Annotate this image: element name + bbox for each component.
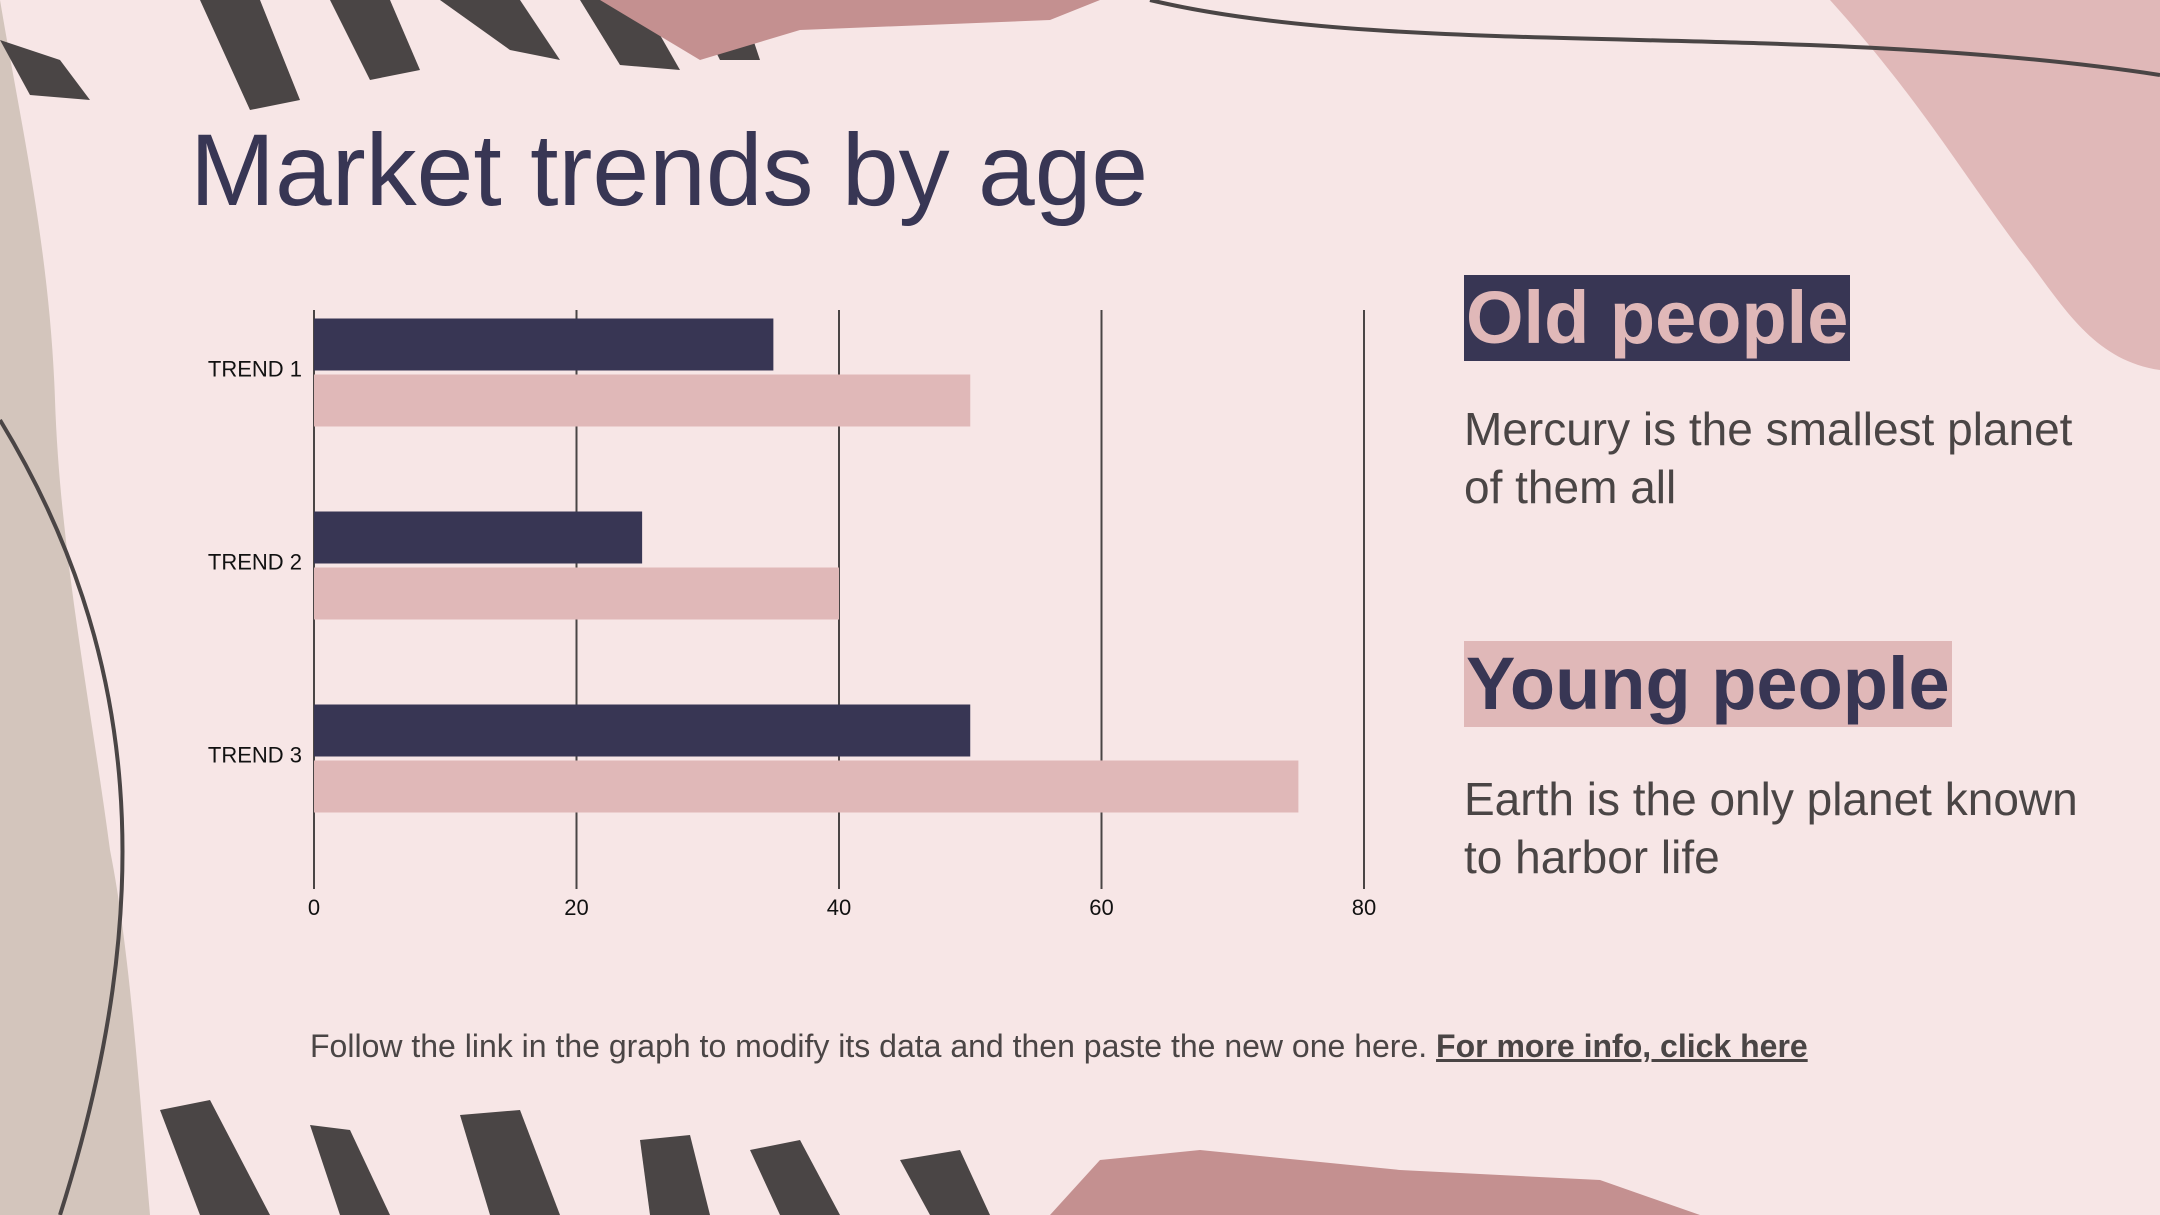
decor-stripes-bottom: [160, 1100, 990, 1215]
decor-pink: [1830, 0, 2160, 370]
bar: [314, 374, 971, 427]
x-tick-label: 40: [827, 895, 851, 920]
bar: [314, 760, 1299, 813]
legend-entry: Young people: [1464, 641, 1952, 727]
decor-line: [1149, 0, 2160, 77]
footer-text: Follow the link in the graph to modify i…: [310, 1028, 1428, 1064]
x-tick-label: 20: [564, 895, 588, 920]
x-tick-label: 60: [1089, 895, 1113, 920]
y-tick-label: TREND 1: [208, 356, 302, 381]
decor-curve: [0, 418, 125, 1215]
decor-beige: [0, 0, 150, 1215]
decor-pink-top: [600, 0, 1100, 60]
description: Mercury is the smallest planet of them a…: [1464, 403, 2073, 513]
footer: Follow the link in the graph to modify i…: [310, 1028, 1808, 1065]
legend-entry: Old people: [1464, 275, 1851, 361]
bar: [314, 511, 643, 564]
x-tick-label: 0: [308, 895, 320, 920]
y-tick-label: TREND 3: [208, 742, 302, 767]
footer-link[interactable]: For more info, click here: [1436, 1028, 1808, 1064]
bar: [314, 567, 839, 620]
description: Earth is the only planet known to harbor…: [1464, 773, 2078, 883]
x-tick-label: 80: [1352, 895, 1376, 920]
y-tick-label: TREND 2: [208, 549, 302, 574]
bar: [314, 318, 774, 371]
slide-title: Market trends by age: [190, 113, 1149, 227]
bar: [314, 704, 971, 757]
decor-pink-bottom: [1050, 1150, 1700, 1215]
